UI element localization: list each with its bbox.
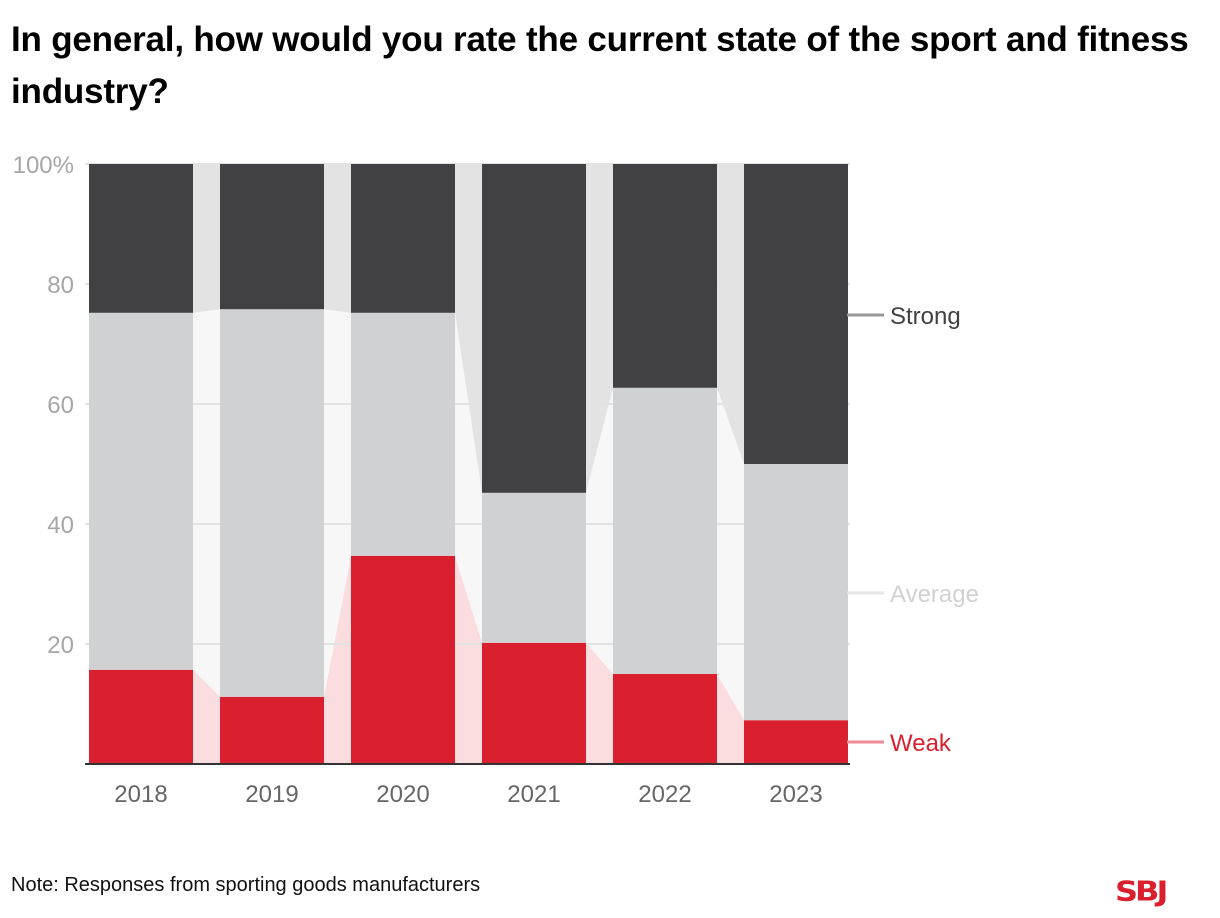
bar-weak-2021 (482, 642, 586, 764)
bar-strong-2019 (220, 164, 324, 310)
connector-band-average (717, 387, 744, 721)
legend: Strong Average Weak (847, 303, 979, 757)
connector-band-strong (324, 164, 351, 313)
connector-band-weak (586, 642, 613, 764)
bar-average-2021 (482, 492, 586, 643)
connector-band-strong (717, 164, 744, 464)
sbj-logo: SBJ (1115, 874, 1168, 908)
bars (89, 164, 848, 764)
bar-strong-2020 (351, 164, 455, 313)
legend-label-average: Average (890, 581, 979, 608)
bar-weak-2022 (613, 674, 717, 764)
bar-weak-2020 (351, 555, 455, 764)
x-tick-label: 2021 (507, 781, 560, 808)
bar-strong-2018 (89, 164, 193, 313)
legend-label-strong: Strong (890, 303, 961, 330)
y-axis: 20 40 60 80 100% (13, 152, 74, 659)
connector-band-strong (193, 164, 220, 313)
x-tick-label: 2020 (376, 781, 429, 808)
x-axis: 2018 2019 2020 2021 2022 2023 (85, 763, 850, 808)
gridlines (85, 163, 850, 645)
y-tick-label: 60 (47, 392, 74, 419)
bar-average-2020 (351, 312, 455, 556)
bar-strong-2021 (482, 164, 586, 493)
chart-note: Note: Responses from sporting goods manu… (11, 874, 481, 896)
connector-band-weak (455, 555, 482, 764)
connector-band-weak (324, 555, 351, 764)
y-tick-label: 20 (47, 632, 74, 659)
bar-average-2018 (89, 312, 193, 670)
y-tick-label: 80 (47, 272, 74, 299)
connector-band-average (324, 309, 351, 697)
connector-band-average (193, 309, 220, 697)
bar-weak-2019 (220, 696, 324, 764)
connector-bands (193, 164, 744, 764)
connector-band-weak (717, 674, 744, 764)
bar-average-2023 (744, 464, 848, 721)
connector-band-average (586, 387, 613, 674)
bar-strong-2022 (613, 164, 717, 388)
connector-band-strong (455, 164, 482, 493)
chart-title: In general, how would you rate the curre… (11, 20, 1189, 111)
legend-label-weak: Weak (890, 730, 952, 757)
x-tick-label: 2022 (638, 781, 691, 808)
bar-weak-2023 (744, 720, 848, 764)
bar-average-2019 (220, 309, 324, 697)
connector-band-average (455, 312, 482, 643)
connector-band-weak (193, 669, 220, 764)
bar-weak-2018 (89, 669, 193, 764)
bar-average-2022 (613, 387, 717, 674)
bar-strong-2023 (744, 164, 848, 464)
x-tick-label: 2019 (245, 781, 298, 808)
y-tick-label: 40 (47, 512, 74, 539)
x-tick-label: 2023 (769, 781, 822, 808)
connector-band-strong (586, 164, 613, 493)
y-tick-label: 100% (13, 152, 74, 179)
x-tick-label: 2018 (114, 781, 167, 808)
